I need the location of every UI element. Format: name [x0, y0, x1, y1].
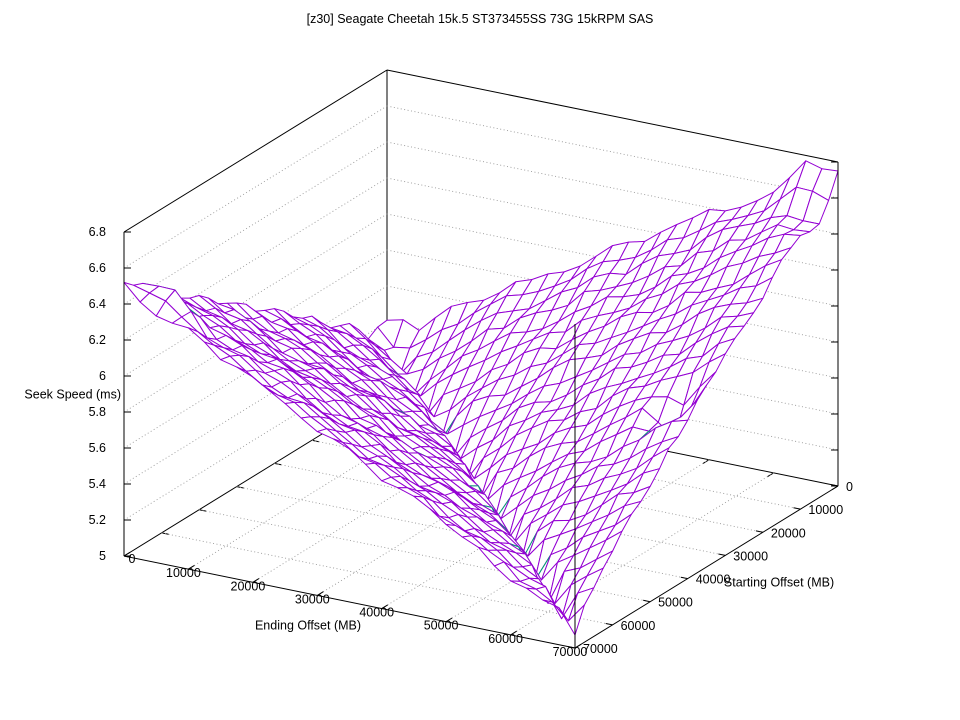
- svg-text:20000: 20000: [231, 579, 266, 593]
- svg-text:70000: 70000: [553, 645, 588, 659]
- svg-text:70000: 70000: [583, 642, 618, 656]
- svg-text:6.8: 6.8: [89, 225, 106, 239]
- svg-text:5.8: 5.8: [89, 405, 106, 419]
- svg-text:50000: 50000: [658, 596, 693, 610]
- svg-text:60000: 60000: [621, 619, 656, 633]
- svg-text:6.6: 6.6: [89, 261, 106, 275]
- x-axis-label: Ending Offset (MB): [254, 618, 362, 633]
- z-axis-label: Seek Speed (ms): [24, 387, 121, 402]
- svg-text:30000: 30000: [295, 592, 330, 606]
- svg-text:40000: 40000: [696, 573, 731, 587]
- svg-text:20000: 20000: [771, 526, 806, 540]
- y-axis-label: Starting Offset (MB): [723, 575, 835, 590]
- svg-text:0: 0: [129, 552, 136, 566]
- svg-text:6.4: 6.4: [89, 297, 106, 311]
- svg-text:6: 6: [99, 369, 106, 383]
- svg-text:30000: 30000: [733, 549, 768, 563]
- svg-text:0: 0: [846, 480, 853, 494]
- svg-text:5.6: 5.6: [89, 441, 106, 455]
- svg-text:5.4: 5.4: [89, 477, 106, 491]
- svg-text:6.2: 6.2: [89, 333, 106, 347]
- svg-text:50000: 50000: [424, 619, 459, 633]
- svg-text:10000: 10000: [166, 566, 201, 580]
- chart-title: [z30] Seagate Cheetah 15k.5 ST373455SS 7…: [306, 12, 654, 26]
- svg-text:60000: 60000: [488, 632, 523, 646]
- svg-text:5: 5: [99, 549, 106, 563]
- svg-text:40000: 40000: [359, 606, 394, 620]
- svg-text:5.2: 5.2: [89, 513, 106, 527]
- svg-text:10000: 10000: [808, 503, 843, 517]
